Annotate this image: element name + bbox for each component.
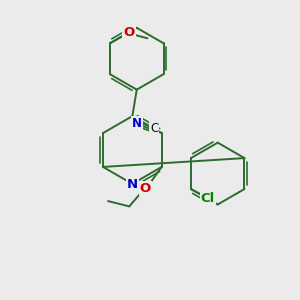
Text: O: O <box>124 26 135 40</box>
Text: N: N <box>132 116 142 130</box>
Text: Cl: Cl <box>201 192 215 205</box>
Text: O: O <box>140 182 151 195</box>
Text: N: N <box>127 178 138 191</box>
Text: C: C <box>150 122 158 135</box>
